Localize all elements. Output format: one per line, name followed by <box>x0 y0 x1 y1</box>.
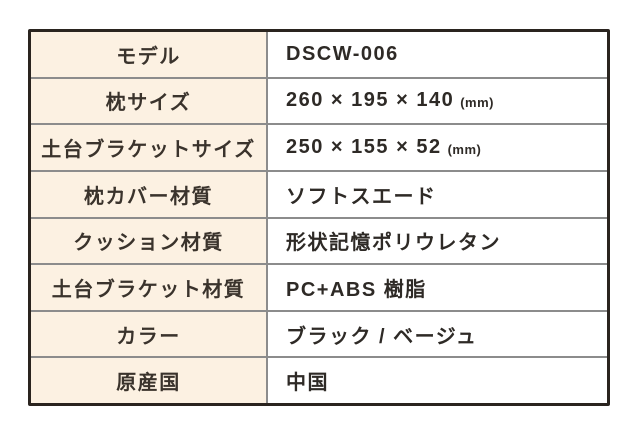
table-row: モデル DSCW-006 <box>31 32 607 77</box>
spec-label: 枕サイズ <box>31 78 268 124</box>
spec-value-text: 形状記憶ポリウレタン <box>286 232 501 255</box>
spec-label: 原産国 <box>31 358 268 403</box>
spec-label: モデル <box>31 32 268 77</box>
table-row: クッション材質 形状記憶ポリウレタン <box>31 216 607 264</box>
spec-value: 中国 <box>268 358 607 403</box>
spec-value: ブラック / ベージュ <box>268 311 607 357</box>
table-row: 枕サイズ 260 × 195 × 140 (mm) <box>31 76 607 124</box>
spec-value: 250 × 155 × 52 (mm) <box>268 125 607 170</box>
table-row: 土台ブラケットサイズ 250 × 155 × 52 (mm) <box>31 123 607 170</box>
table-row: 原産国 中国 <box>31 356 607 403</box>
table-row: 土台ブラケット材質 PC+ABS 樹脂 <box>31 263 607 310</box>
spec-value-text: ブラック / ベージュ <box>286 325 478 348</box>
table-row: カラー ブラック / ベージュ <box>31 309 607 357</box>
spec-value-text: PC+ABS 樹脂 <box>286 278 427 301</box>
spec-value-text: DSCW-006 <box>286 42 399 65</box>
spec-label: 枕カバー材質 <box>31 171 268 217</box>
spec-value: ソフトスエード <box>268 171 607 217</box>
spec-label: カラー <box>31 311 268 357</box>
spec-value-text: 250 × 155 × 52 <box>286 136 442 159</box>
spec-label: クッション材質 <box>31 218 268 264</box>
spec-value: DSCW-006 <box>268 32 607 77</box>
spec-unit: (mm) <box>460 94 494 110</box>
spec-unit: (mm) <box>447 141 482 157</box>
spec-value: 形状記憶ポリウレタン <box>268 218 607 264</box>
spec-value-text: 260 × 195 × 140 <box>286 89 455 112</box>
spec-label: 土台ブラケットサイズ <box>31 125 268 170</box>
product-spec-table: モデル DSCW-006 枕サイズ 260 × 195 × 140 (mm) 土… <box>28 29 610 406</box>
spec-value-text: ソフトスエード <box>286 185 437 208</box>
spec-value-text: 中国 <box>286 372 329 395</box>
spec-label: 土台ブラケット材質 <box>31 265 268 310</box>
table-row: 枕カバー材質 ソフトスエード <box>31 169 607 217</box>
spec-value: 260 × 195 × 140 (mm) <box>268 78 607 124</box>
spec-value: PC+ABS 樹脂 <box>268 265 607 310</box>
